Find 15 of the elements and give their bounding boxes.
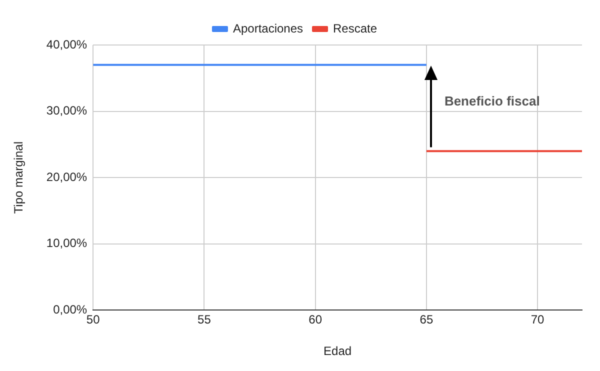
legend-label: Aportaciones [232, 21, 304, 36]
legend-label: Rescate [333, 21, 378, 36]
y-tick-label: 40,00% [46, 37, 88, 52]
annotation: Beneficio fiscal [444, 94, 540, 109]
y-axis-title: Tipo marginal [12, 141, 26, 214]
x-axis-title: Edad [324, 344, 352, 358]
y-tick-label: 30,00% [46, 104, 88, 118]
y-tick-label: 10,00% [46, 236, 88, 250]
x-tick-label: 65 [420, 312, 434, 327]
y-tick-label: 20,00% [46, 170, 88, 184]
x-tick-label: 60 [308, 312, 322, 327]
x-tick-label: 70 [530, 312, 545, 327]
y-tick-label: 0,00% [53, 302, 88, 317]
x-tick-label: 55 [198, 312, 212, 327]
x-tick-label: 50 [86, 312, 100, 327]
